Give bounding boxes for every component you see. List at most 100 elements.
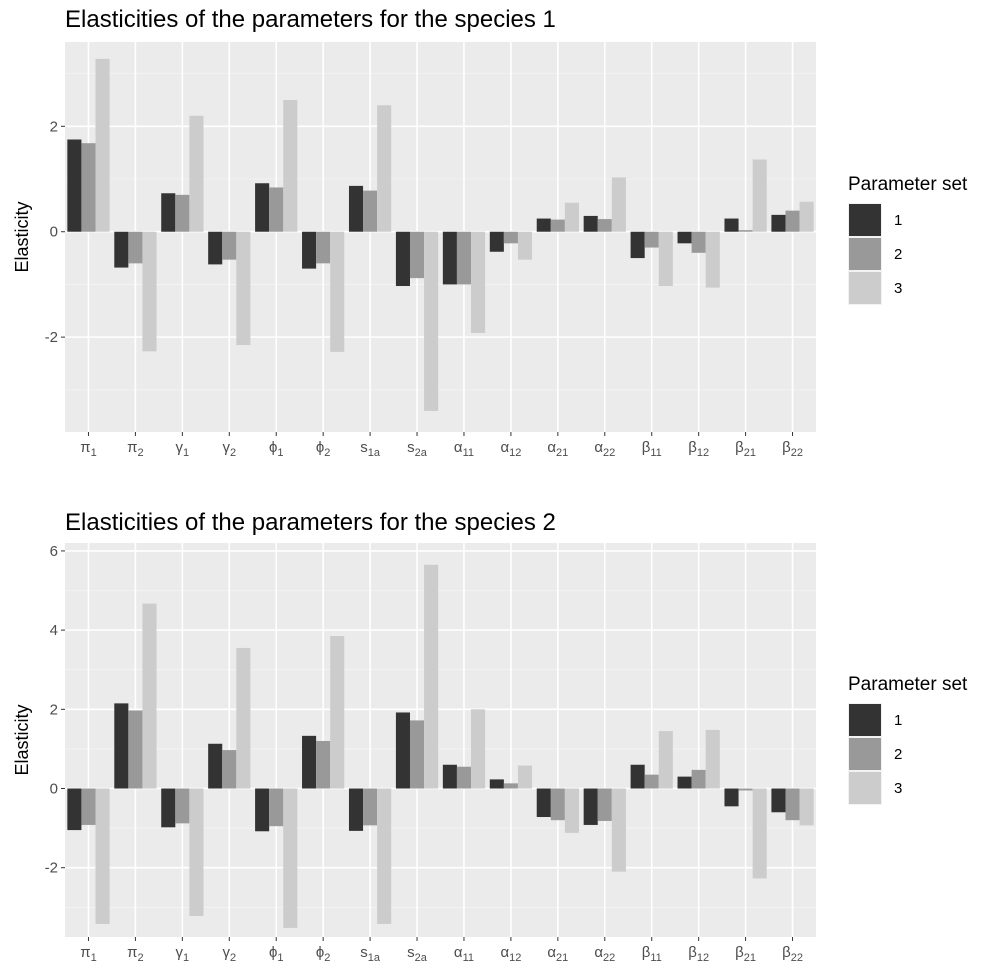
y-axis-label: Elasticity <box>12 201 32 272</box>
bar-series-1-14 <box>724 218 739 232</box>
legend-swatch-3 <box>849 772 881 804</box>
legend-label-1: 1 <box>894 212 902 229</box>
bar-series-1-4 <box>255 183 270 232</box>
y-tick-label: 6 <box>50 543 58 560</box>
bar-series-2-7 <box>409 720 425 789</box>
bar-series-1-0 <box>67 139 82 232</box>
bar-series-2-6 <box>363 788 378 826</box>
y-tick-label: 4 <box>50 622 58 639</box>
bar-series-1-15 <box>771 788 786 813</box>
x-tick-label: γ2 <box>222 439 236 459</box>
bar-series-3-2 <box>189 115 204 232</box>
legend-label-2: 2 <box>894 246 902 263</box>
y-tick-label: -2 <box>45 329 58 346</box>
bar-series-2-13 <box>691 231 706 253</box>
bar-series-2-6 <box>363 190 378 232</box>
bar-series-1-4 <box>255 788 270 832</box>
bar-series-2-7 <box>409 231 425 279</box>
x-tick-label: s1a <box>360 944 381 964</box>
x-tick-label: β21 <box>735 944 756 964</box>
legend-label-1: 1 <box>894 712 902 729</box>
bar-series-1-0 <box>67 788 82 831</box>
bar-series-1-11 <box>583 215 598 232</box>
bar-series-2-5 <box>316 740 331 789</box>
bar-series-3-4 <box>283 99 298 232</box>
bar-series-2-1 <box>128 710 143 789</box>
bar-series-1-7 <box>395 231 410 287</box>
x-tick-label: β12 <box>688 439 709 459</box>
bar-series-3-5 <box>330 636 345 789</box>
bar-series-2-0 <box>81 788 96 825</box>
bar-series-2-15 <box>785 210 800 232</box>
bar-series-3-6 <box>377 788 392 924</box>
bar-series-1-3 <box>208 231 223 265</box>
bar-series-3-7 <box>424 564 439 789</box>
bar-series-2-8 <box>456 231 472 285</box>
bar-series-1-3 <box>208 743 223 789</box>
legend-title: Parameter set <box>848 174 968 195</box>
bar-series-2-10 <box>550 219 565 232</box>
bar-series-3-1 <box>142 603 157 789</box>
x-tick-label: β12 <box>688 944 709 964</box>
bar-series-3-9 <box>517 765 533 789</box>
bar-series-3-8 <box>471 709 486 789</box>
legend: Parameter set 1 2 3 <box>848 674 968 805</box>
bar-series-3-11 <box>611 788 626 872</box>
bar-series-1-6 <box>348 185 364 232</box>
legend-label-2: 2 <box>894 746 902 763</box>
bar-series-1-6 <box>348 788 364 831</box>
x-tick-label: s2a <box>407 439 428 459</box>
bar-series-1-13 <box>677 231 692 244</box>
x-tick-label: α21 <box>547 439 568 459</box>
x-tick-label: ϕ1 <box>269 439 284 459</box>
bar-series-2-13 <box>691 769 706 789</box>
bar-series-3-8 <box>471 231 486 333</box>
y-axis-label: Elasticity <box>12 704 32 775</box>
y-tick-label: 2 <box>50 118 58 135</box>
bar-series-1-5 <box>302 735 317 789</box>
bar-series-1-2 <box>161 193 176 232</box>
bar-series-2-14 <box>738 788 753 791</box>
bar-series-1-9 <box>489 779 504 789</box>
bar-series-2-3 <box>222 750 237 789</box>
x-tick-label: β22 <box>782 439 803 459</box>
bar-series-3-14 <box>752 788 767 879</box>
chart-title: Elasticities of the parameters for the s… <box>65 509 556 536</box>
bar-series-3-12 <box>658 731 673 789</box>
bar-series-2-4 <box>269 788 284 827</box>
bar-series-1-9 <box>489 231 504 252</box>
x-tick-label: π2 <box>127 439 143 459</box>
bar-series-1-1 <box>114 703 129 789</box>
bar-series-2-3 <box>222 231 237 260</box>
x-tick-label: γ2 <box>222 944 236 964</box>
bar-series-3-5 <box>330 231 345 352</box>
bar-series-2-5 <box>316 231 331 264</box>
bar-series-3-14 <box>752 159 767 232</box>
legend-swatch-2 <box>849 738 881 770</box>
x-tick-label: π2 <box>127 944 143 964</box>
x-tick-label: π1 <box>80 944 96 964</box>
bar-series-1-12 <box>630 231 645 259</box>
legend: Parameter set 1 2 3 <box>848 174 968 305</box>
bar-series-2-15 <box>785 788 800 821</box>
legend-swatch-1 <box>849 704 881 736</box>
x-tick-label: α12 <box>500 439 521 459</box>
y-tick-label: 0 <box>50 224 58 241</box>
legend-title: Parameter set <box>848 674 968 695</box>
bar-series-2-10 <box>550 788 565 821</box>
bar-series-2-8 <box>456 766 472 789</box>
x-tick-label: π1 <box>80 439 96 459</box>
bar-series-2-9 <box>503 783 518 789</box>
bar-series-3-11 <box>611 177 626 232</box>
bar-series-2-12 <box>644 774 659 789</box>
bar-series-2-0 <box>81 143 96 232</box>
bar-series-3-15 <box>799 201 814 232</box>
bar-series-3-1 <box>142 231 157 352</box>
bar-series-3-0 <box>95 58 110 232</box>
x-tick-label: γ1 <box>176 944 190 964</box>
bar-series-1-8 <box>442 231 457 285</box>
bar-series-1-1 <box>114 231 129 268</box>
bar-series-1-7 <box>395 712 410 789</box>
